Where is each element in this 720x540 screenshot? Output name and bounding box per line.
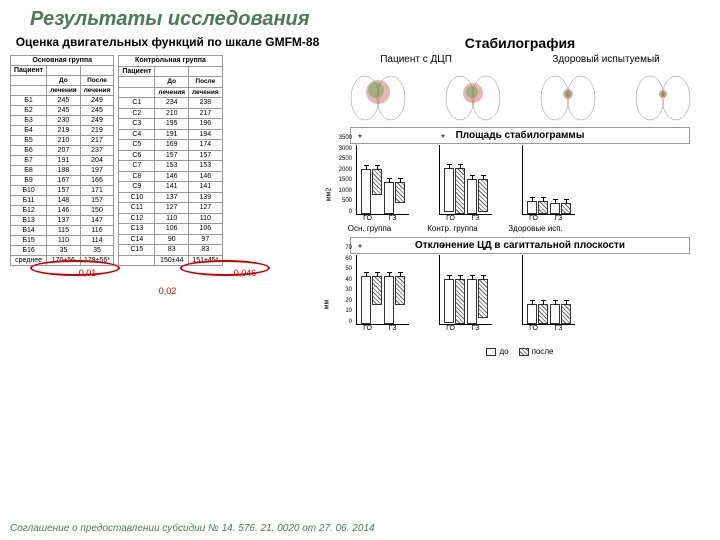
- table-row: С12110110: [119, 213, 222, 224]
- table-row: Б7191204: [11, 156, 114, 166]
- control-group-table: Контрольная группа Пациент ДоПосле лечен…: [118, 55, 222, 266]
- control-group-header: Контрольная группа: [119, 56, 222, 67]
- page-title: Результаты исследования: [0, 0, 720, 35]
- table-row: С5169174: [119, 140, 222, 151]
- area-chart: мм2 3500300025002000150010005000*ГОГЗОсн…: [330, 148, 710, 233]
- chart-panel: ГОГЗЗдоровые исп.: [496, 135, 575, 233]
- main-group-table: Основная группа Пациент ДоПосле лечениял…: [10, 55, 114, 266]
- stabilography-title: Стабилография: [330, 35, 710, 51]
- chart-panel: 3500300025002000150010005000*ГОГЗОсн. гр…: [330, 135, 409, 233]
- healthy-label: Здоровый испытуемый: [552, 54, 659, 65]
- table-row: Б5210217: [11, 136, 114, 146]
- before-header: До: [47, 76, 81, 86]
- table-row: С3195196: [119, 119, 222, 130]
- after-header: После: [80, 76, 114, 86]
- table-row: Б8188197: [11, 166, 114, 176]
- chart-panel: ГОГЗ: [496, 245, 575, 343]
- table-row: Б10157171: [11, 186, 114, 196]
- table-row: С158383: [119, 245, 222, 256]
- table-row: С1234238: [119, 98, 222, 109]
- table-row: Б15110114: [11, 236, 114, 246]
- table-row: Б1245249: [11, 96, 114, 106]
- table-row: Б6207237: [11, 146, 114, 156]
- left-section: Оценка двигательных функций по шкале GMF…: [10, 35, 325, 356]
- table-row: С7153153: [119, 161, 222, 172]
- main-group-header: Основная группа: [11, 56, 114, 66]
- table-row: С149097: [119, 234, 222, 245]
- table-row: С8146146: [119, 171, 222, 182]
- chart-panel: 706050403020100*ГОГЗ: [330, 245, 409, 343]
- deviation-chart: мм 706050403020100*ГОГЗ *ГОГЗ ГОГЗ: [330, 258, 710, 343]
- left-subtitle: Оценка двигательных функций по шкале GMF…: [10, 35, 325, 49]
- table-row: Б12146150: [11, 206, 114, 216]
- table-row: Б11148157: [11, 196, 114, 206]
- legend-after-box: [519, 348, 529, 356]
- stabilogram-plots: [330, 68, 710, 123]
- patient-header: Пациент: [11, 66, 47, 76]
- table-row: С2210217: [119, 108, 222, 119]
- footer-note: Соглашение о предоставлении субсидии № 1…: [10, 523, 375, 534]
- table-row: Б2245245: [11, 106, 114, 116]
- table-row: С4191194: [119, 129, 222, 140]
- table-row: Б163535: [11, 246, 114, 256]
- patient-label: Пациент с ДЦП: [380, 54, 452, 65]
- table-row: Б4219219: [11, 126, 114, 136]
- legend-before-box: [486, 348, 496, 356]
- table-row: С11127127: [119, 203, 222, 214]
- chart-panel: *ГОГЗ: [413, 245, 492, 343]
- right-section: Стабилография Пациент с ДЦП Здоровый исп…: [325, 35, 710, 356]
- chart-legend: до после: [330, 347, 710, 356]
- chart-panel: *ГОГЗКонтр. группа: [413, 135, 492, 233]
- table-row: С10137139: [119, 192, 222, 203]
- table-row: Б3230249: [11, 116, 114, 126]
- p-value-bottom: 0,02: [10, 286, 325, 296]
- table-row: С13106106: [119, 224, 222, 235]
- table-row: Б14115116: [11, 226, 114, 236]
- table-row: Б9167166: [11, 176, 114, 186]
- table-row: С9141141: [119, 182, 222, 193]
- table-row: Б13137147: [11, 216, 114, 226]
- table-row: С6157157: [119, 150, 222, 161]
